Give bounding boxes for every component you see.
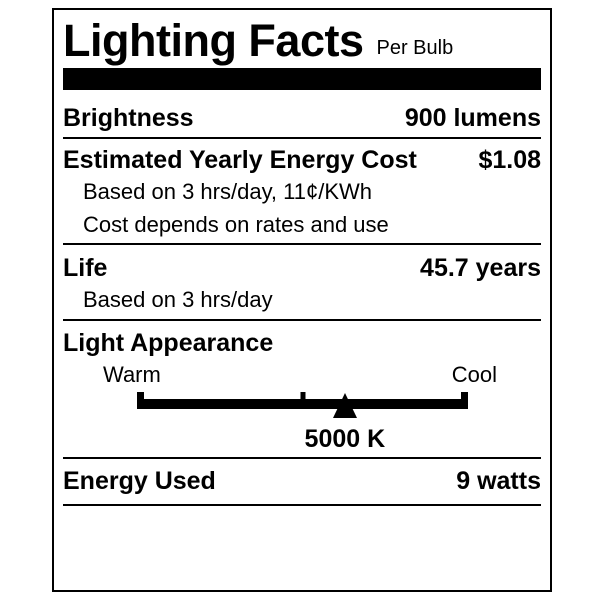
- scale-center-tick: [300, 392, 305, 409]
- label-subtitle: Per Bulb: [376, 37, 454, 59]
- energy-used-section: Energy Used 9 watts: [63, 459, 541, 506]
- brightness-section: Brightness 900 lumens: [63, 90, 541, 139]
- life-row: Life 45.7 years: [63, 254, 541, 282]
- kelvin-row: 5000 K: [137, 425, 468, 453]
- light-appearance-label: Light Appearance: [63, 329, 274, 357]
- energy-used-label: Energy Used: [63, 467, 216, 495]
- cool-label: Cool: [451, 362, 497, 387]
- energy-cost-row: Estimated Yearly Energy Cost $1.08: [63, 146, 541, 174]
- color-temperature-scale: [137, 392, 468, 419]
- warm-cool-row: Warm Cool: [63, 357, 541, 388]
- label-header: Lighting Facts Per Bulb: [63, 18, 541, 64]
- light-appearance-heading-row: Light Appearance: [63, 329, 541, 357]
- scale-marker-triangle-icon: [332, 393, 357, 418]
- brightness-row: Brightness 900 lumens: [63, 104, 541, 132]
- warm-label: Warm: [103, 362, 161, 387]
- energy-cost-value: $1.08: [478, 146, 541, 174]
- energy-cost-section: Estimated Yearly Energy Cost $1.08 Based…: [63, 139, 541, 245]
- scale-right-endcap: [461, 392, 468, 409]
- lighting-facts-label: Lighting Facts Per Bulb Brightness 900 l…: [52, 8, 552, 592]
- header-thick-rule: [63, 68, 541, 90]
- brightness-label: Brightness: [63, 104, 194, 132]
- label-title: Lighting Facts: [63, 15, 364, 66]
- life-value: 45.7 years: [420, 254, 541, 282]
- energy-used-value: 9 watts: [456, 467, 541, 495]
- kelvin-value: 5000 K: [304, 425, 386, 453]
- brightness-value: 900 lumens: [404, 104, 541, 132]
- energy-cost-note-disclaimer: Cost depends on rates and use: [83, 212, 389, 237]
- light-appearance-section: Light Appearance Warm Cool 5000 K: [63, 321, 541, 459]
- life-section: Life 45.7 years Based on 3 hrs/day: [63, 245, 541, 321]
- life-note: Based on 3 hrs/day: [83, 287, 273, 312]
- energy-cost-note-rate: Based on 3 hrs/day, 11¢/KWh: [83, 179, 373, 204]
- life-label: Life: [63, 254, 108, 282]
- energy-cost-label: Estimated Yearly Energy Cost: [63, 146, 417, 174]
- energy-used-row: Energy Used 9 watts: [63, 467, 541, 495]
